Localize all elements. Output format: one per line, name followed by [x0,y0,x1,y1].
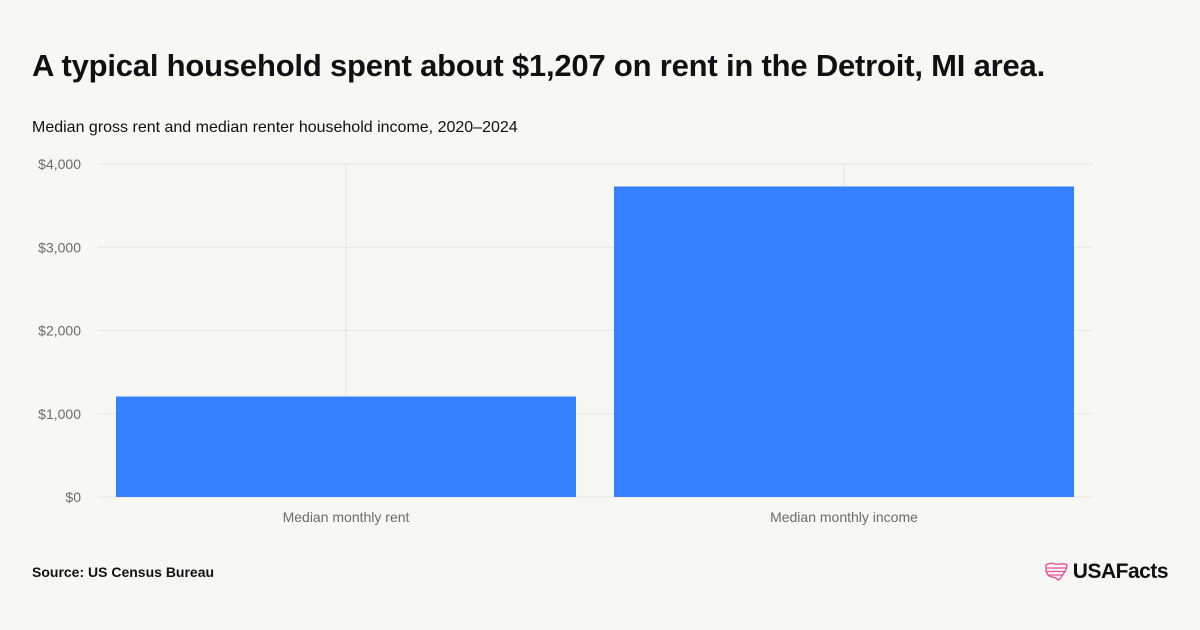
chart-title: A typical household spent about $1,207 o… [32,48,1045,83]
bar-chart: $0 $1,000 $2,000 $3,000 $4,000 Median monthly… [38,156,1093,525]
bar [614,186,1074,497]
us-map-flag-icon [1045,562,1068,581]
y-tick-label: $2,000 [38,323,81,339]
x-tick-label: Median monthly rent [283,509,410,525]
y-tick-label: $0 [65,489,81,505]
brand-logo: USAFacts [1045,560,1169,584]
brand-name: USAFacts [1072,560,1169,583]
bar [116,396,576,497]
chart-subtitle: Median gross rent and median renter hous… [32,119,518,136]
source-note: Source: US Census Bureau [32,564,215,580]
y-tick-label: $4,000 [38,156,81,172]
y-tick-label: $3,000 [38,239,81,255]
y-tick-label: $1,000 [38,406,81,422]
x-tick-label: Median monthly income [770,509,918,525]
